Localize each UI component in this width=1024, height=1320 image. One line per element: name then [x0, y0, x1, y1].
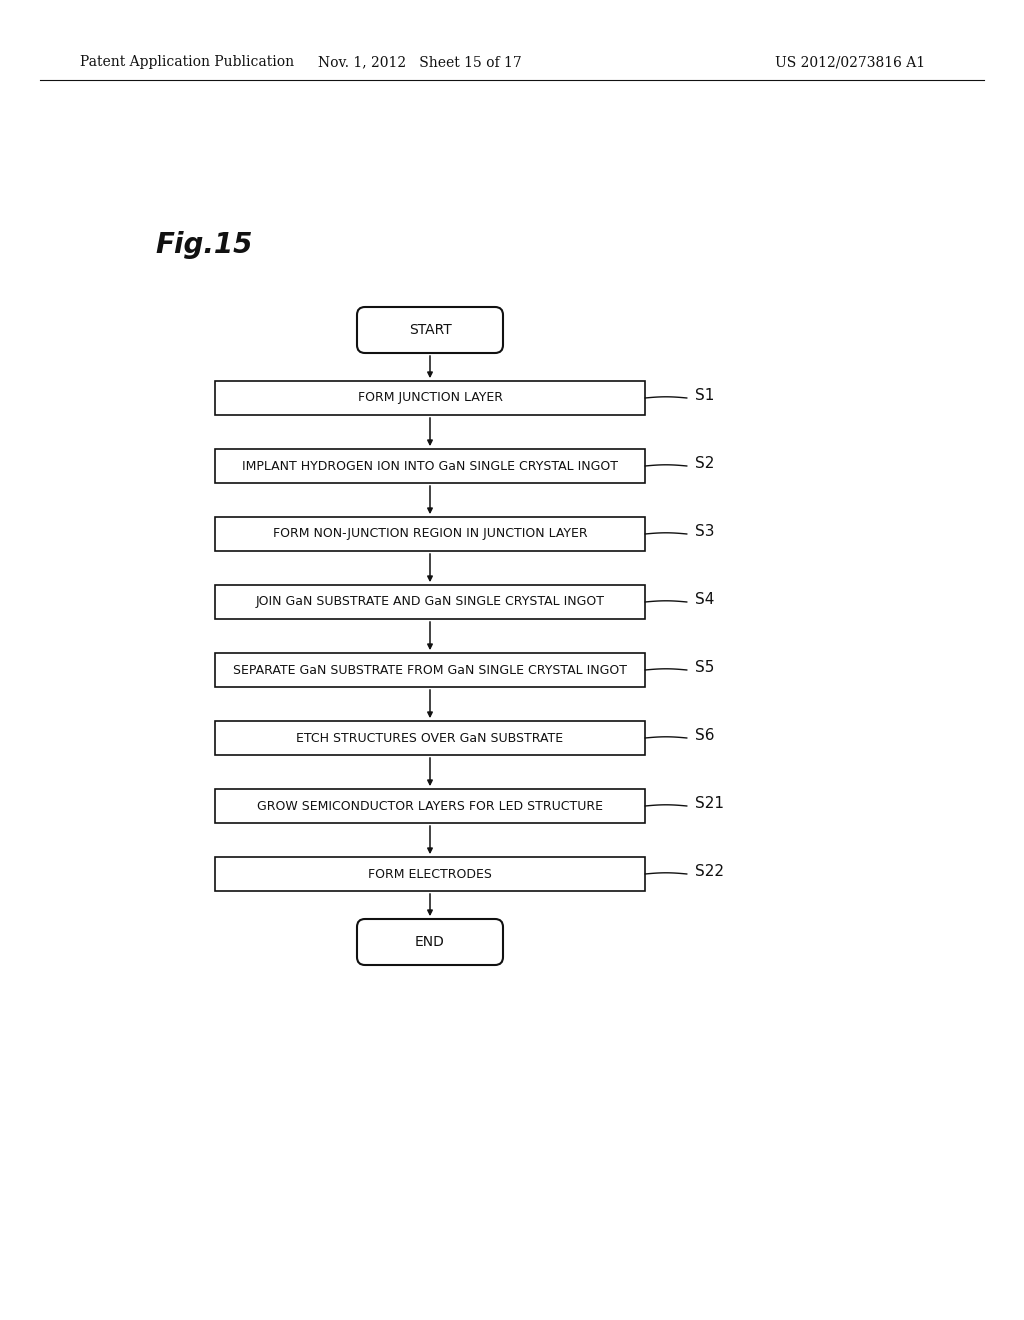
- Text: Nov. 1, 2012   Sheet 15 of 17: Nov. 1, 2012 Sheet 15 of 17: [318, 55, 522, 69]
- FancyBboxPatch shape: [357, 919, 503, 965]
- Text: FORM JUNCTION LAYER: FORM JUNCTION LAYER: [357, 392, 503, 404]
- FancyBboxPatch shape: [215, 517, 645, 550]
- Text: ETCH STRUCTURES OVER GaN SUBSTRATE: ETCH STRUCTURES OVER GaN SUBSTRATE: [296, 731, 563, 744]
- FancyBboxPatch shape: [215, 789, 645, 822]
- FancyBboxPatch shape: [215, 653, 645, 686]
- FancyBboxPatch shape: [215, 449, 645, 483]
- Text: START: START: [409, 323, 452, 337]
- FancyBboxPatch shape: [215, 585, 645, 619]
- Text: S21: S21: [695, 796, 724, 812]
- Text: SEPARATE GaN SUBSTRATE FROM GaN SINGLE CRYSTAL INGOT: SEPARATE GaN SUBSTRATE FROM GaN SINGLE C…: [233, 664, 627, 676]
- Text: Patent Application Publication: Patent Application Publication: [80, 55, 294, 69]
- Text: S5: S5: [695, 660, 715, 676]
- Text: S4: S4: [695, 593, 715, 607]
- FancyBboxPatch shape: [215, 721, 645, 755]
- Text: S22: S22: [695, 865, 724, 879]
- Text: S3: S3: [695, 524, 715, 540]
- Text: IMPLANT HYDROGEN ION INTO GaN SINGLE CRYSTAL INGOT: IMPLANT HYDROGEN ION INTO GaN SINGLE CRY…: [242, 459, 618, 473]
- Text: Fig.15: Fig.15: [155, 231, 252, 259]
- FancyBboxPatch shape: [215, 857, 645, 891]
- FancyBboxPatch shape: [357, 308, 503, 352]
- Text: US 2012/0273816 A1: US 2012/0273816 A1: [775, 55, 925, 69]
- Text: S2: S2: [695, 457, 715, 471]
- Text: END: END: [415, 935, 445, 949]
- FancyBboxPatch shape: [215, 381, 645, 414]
- Text: FORM ELECTRODES: FORM ELECTRODES: [368, 867, 492, 880]
- Text: JOIN GaN SUBSTRATE AND GaN SINGLE CRYSTAL INGOT: JOIN GaN SUBSTRATE AND GaN SINGLE CRYSTA…: [256, 595, 604, 609]
- Text: GROW SEMICONDUCTOR LAYERS FOR LED STRUCTURE: GROW SEMICONDUCTOR LAYERS FOR LED STRUCT…: [257, 800, 603, 813]
- Text: FORM NON-JUNCTION REGION IN JUNCTION LAYER: FORM NON-JUNCTION REGION IN JUNCTION LAY…: [272, 528, 588, 540]
- Text: S6: S6: [695, 729, 715, 743]
- Text: S1: S1: [695, 388, 715, 404]
